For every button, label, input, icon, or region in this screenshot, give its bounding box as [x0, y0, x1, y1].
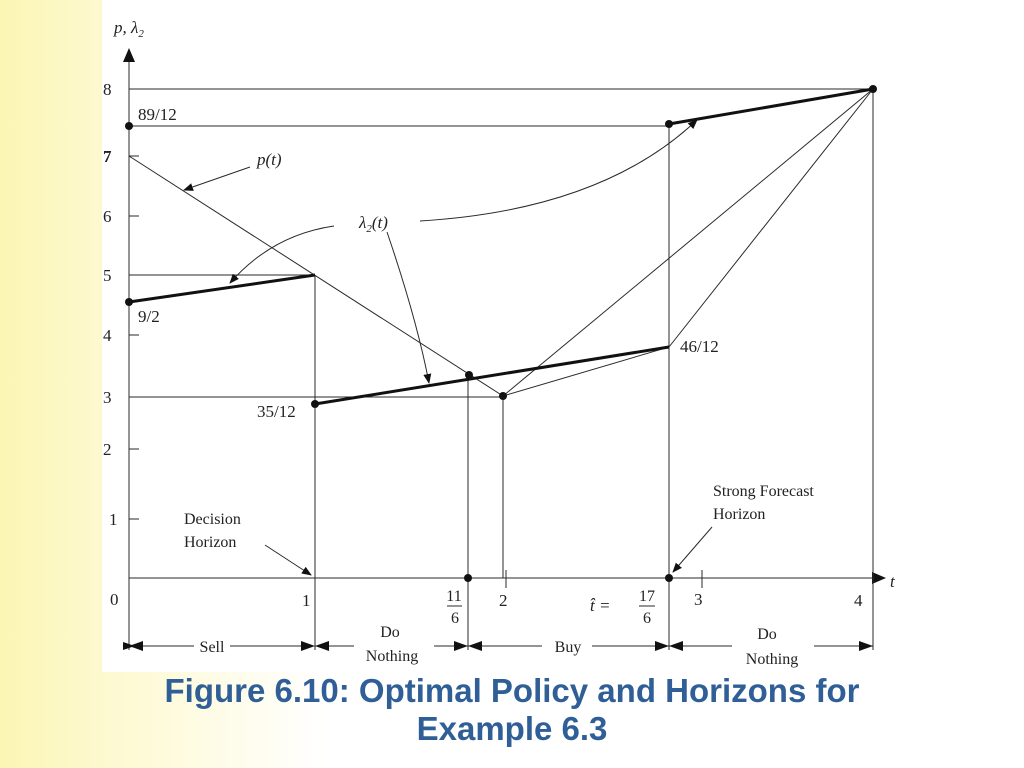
policy-do-nothing-2-line2: Nothing	[746, 651, 798, 668]
x-tick-label: 4	[854, 591, 863, 610]
point-lambda-jump	[665, 120, 673, 128]
p-curve	[128, 88, 874, 397]
arrow-decision-horizon	[264, 544, 312, 576]
interval-arrowhead	[669, 641, 683, 651]
interval-arrowhead	[655, 641, 669, 651]
decision-horizon-label-line2: Horizon	[184, 534, 236, 551]
fraction-17-6-num: 17	[639, 588, 655, 605]
label-35-12: 35/12	[257, 402, 296, 421]
forecast-horizon-label-line1: Strong Forecast	[713, 483, 814, 500]
point-switch	[465, 371, 473, 379]
policy-buy: Buy	[555, 639, 582, 656]
x-tick-label: 0	[110, 590, 119, 609]
x-axis-arrowhead	[872, 572, 886, 584]
fraction-11-6-num: 11	[446, 588, 461, 605]
x-axis-label: t	[890, 572, 896, 591]
curve-label-lambda: λ2(t)	[358, 213, 388, 235]
point-end	[869, 85, 877, 93]
decision-horizon-label-line1: Decision	[184, 511, 241, 528]
point-89-12	[125, 122, 133, 130]
interval-arrowhead	[129, 641, 143, 651]
y-tick-label: 5	[103, 266, 112, 285]
optimal-policy-chart: p, λ2 t 1 2 3 4 5 6 7 8 0 1 2 3 4 11 6 t…	[103, 18, 896, 668]
y-tick-label: 4	[103, 326, 112, 345]
t-hat-label: t̂ =	[590, 596, 610, 615]
figure-panel: p, λ2 t 1 2 3 4 5 6 7 8 0 1 2 3 4 11 6 t…	[102, 0, 922, 672]
point-axis-11-6	[464, 574, 472, 582]
arrow-p	[183, 166, 251, 191]
y-tick-label: 3	[103, 388, 112, 407]
fraction-17-6-den: 6	[643, 610, 651, 627]
policy-sell: Sell	[200, 639, 225, 656]
policy-do-nothing-1-line1: Do	[380, 624, 400, 641]
y-axis-arrowhead	[123, 48, 135, 62]
y-axis-label: p, λ2	[113, 18, 144, 40]
arrow-lambda-1	[229, 225, 335, 284]
interval-arrowhead	[301, 641, 315, 651]
y-tick-label: 2	[103, 440, 112, 459]
interval-arrowhead	[454, 641, 468, 651]
label-9-2: 9/2	[138, 307, 160, 326]
arrow-forecast-horizon	[672, 526, 713, 573]
x-tick-label: 1	[302, 591, 311, 610]
lambda-segment-3	[668, 87, 874, 126]
x-tick-label: 2	[499, 591, 508, 610]
label-46-12: 46/12	[680, 337, 719, 356]
y-tick-label: 7	[103, 147, 112, 166]
lambda-segment-1	[128, 273, 316, 304]
interval-arrowhead	[859, 641, 873, 651]
fraction-11-6-den: 6	[451, 610, 459, 627]
point-axis-17-6	[665, 574, 673, 582]
x-tick-label: 3	[694, 590, 703, 609]
y-tick-label: 8	[103, 80, 112, 99]
point-35-12	[311, 400, 319, 408]
p-curve-branch	[502, 88, 874, 397]
caption-line-1: Figure 6.10: Optimal Policy and Horizons…	[164, 672, 860, 709]
curve-label-p: p(t)	[256, 150, 282, 169]
policy-do-nothing-2-line1: Do	[757, 626, 777, 643]
interval-arrowhead	[315, 641, 329, 651]
lambda-segment-2	[314, 345, 670, 406]
y-tick-label: 6	[103, 207, 112, 226]
y-tick-label: 1	[109, 510, 118, 529]
caption-line-2: Example 6.3	[416, 710, 608, 747]
arrow-lambda-2	[386, 231, 432, 384]
arrow-lambda-3	[419, 119, 698, 222]
policy-do-nothing-1-line2: Nothing	[366, 648, 418, 665]
label-89-12: 89/12	[138, 105, 177, 124]
interval-arrowhead	[468, 641, 482, 651]
forecast-horizon-label-line2: Horizon	[713, 506, 765, 523]
figure-caption: Figure 6.10: Optimal Policy and Horizons…	[0, 672, 1024, 748]
point-p-min	[499, 392, 507, 400]
point-9-2	[125, 298, 133, 306]
